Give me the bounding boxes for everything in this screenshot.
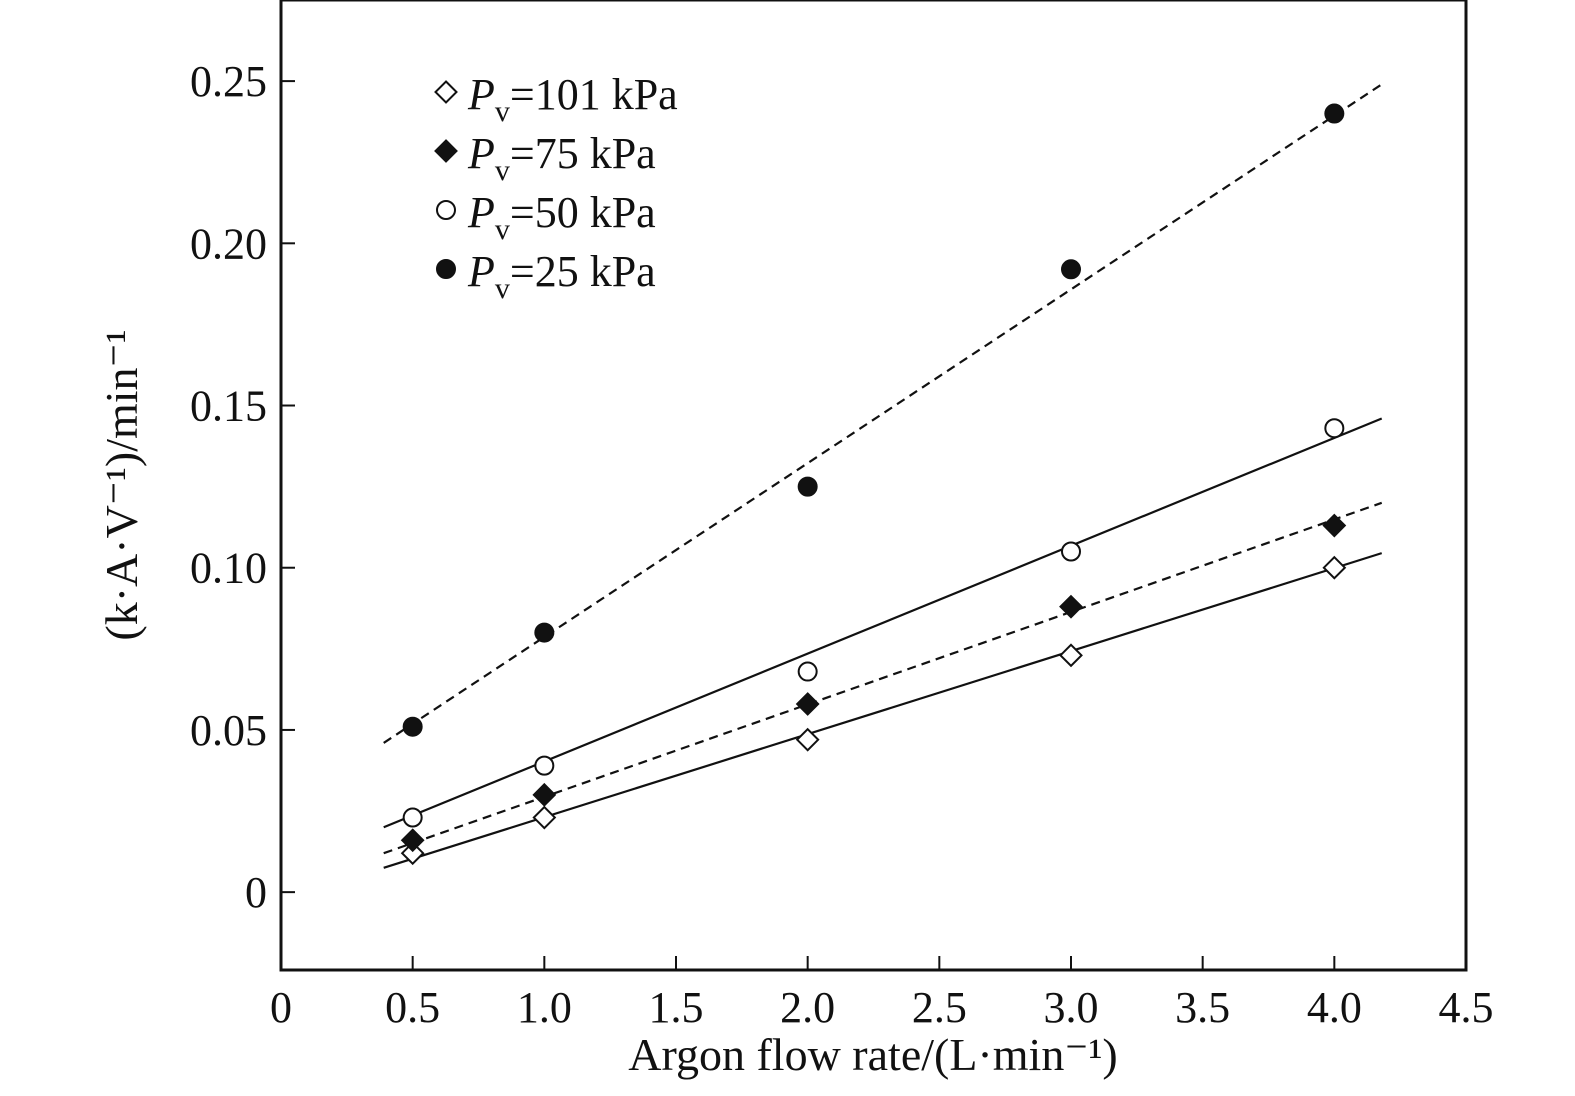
- x-tick-label: 2.0: [780, 983, 835, 1032]
- data-point: [1322, 513, 1347, 538]
- fit-line: [383, 552, 1383, 869]
- x-tick-label: 3.0: [1044, 983, 1099, 1032]
- data-point: [1061, 259, 1081, 280]
- data-point: [400, 828, 425, 853]
- data-point: [1061, 541, 1081, 562]
- x-axis: 0 0.5 1.0 1.5 2.0 2.5 3.0 3.5 4.0 4.5: [270, 956, 1494, 1032]
- y-tick-label: 0: [245, 868, 267, 917]
- legend-marker: [434, 139, 458, 163]
- data-point: [402, 807, 423, 828]
- legend-label: Pv=101 kPa: [467, 70, 678, 128]
- y-axis-title: (k·A·V⁻¹)/min⁻¹: [96, 329, 147, 640]
- data-point: [1059, 643, 1083, 668]
- legend-marker: [434, 80, 458, 104]
- fit-line: [383, 417, 1383, 829]
- data-point: [532, 782, 557, 807]
- x-tick-label: 1.0: [517, 983, 572, 1032]
- fit-line: [383, 501, 1383, 855]
- y-tick-label: 0.25: [190, 57, 267, 106]
- x-tick-label: 0.5: [385, 983, 440, 1032]
- x-tick-label: 2.5: [912, 983, 967, 1032]
- data-point: [1059, 594, 1083, 619]
- legend-label: Pv=50 kPa: [467, 188, 656, 246]
- x-tick-label: 4.0: [1307, 983, 1362, 1032]
- data-point: [1324, 418, 1345, 439]
- x-tick-label: 4.5: [1439, 983, 1494, 1032]
- legend-marker: [436, 259, 456, 279]
- data-point: [534, 755, 555, 776]
- x-tick-label: 3.5: [1175, 983, 1230, 1032]
- legend-marker: [436, 200, 456, 220]
- y-tick-label: 0.20: [190, 219, 267, 268]
- data-point: [1322, 555, 1347, 580]
- legend-label: Pv=75 kPa: [467, 129, 656, 187]
- x-tick-label: 1.5: [649, 983, 704, 1032]
- data-point: [797, 661, 818, 682]
- data-point: [402, 716, 423, 737]
- y-axis: 0 0.05 0.10 0.15 0.20 0.25: [190, 57, 295, 917]
- data-point: [532, 805, 557, 830]
- data-point: [797, 476, 818, 497]
- y-tick-label: 0.10: [190, 544, 267, 593]
- fit-line: [383, 83, 1383, 744]
- x-axis-title: Argon flow rate/(L·min⁻¹): [628, 1029, 1117, 1080]
- y-tick-label: 0.05: [190, 706, 267, 755]
- data-point: [1324, 103, 1345, 124]
- data-point: [534, 622, 555, 643]
- plot-frame: [279, 0, 1468, 972]
- x-tick-label: 0: [270, 983, 292, 1032]
- y-tick-label: 0.15: [190, 382, 267, 431]
- data-point: [400, 841, 425, 866]
- data-point: [795, 727, 820, 752]
- data-markers: [400, 103, 1347, 866]
- data-point: [795, 692, 820, 716]
- legend-label: Pv=25 kPa: [467, 247, 656, 305]
